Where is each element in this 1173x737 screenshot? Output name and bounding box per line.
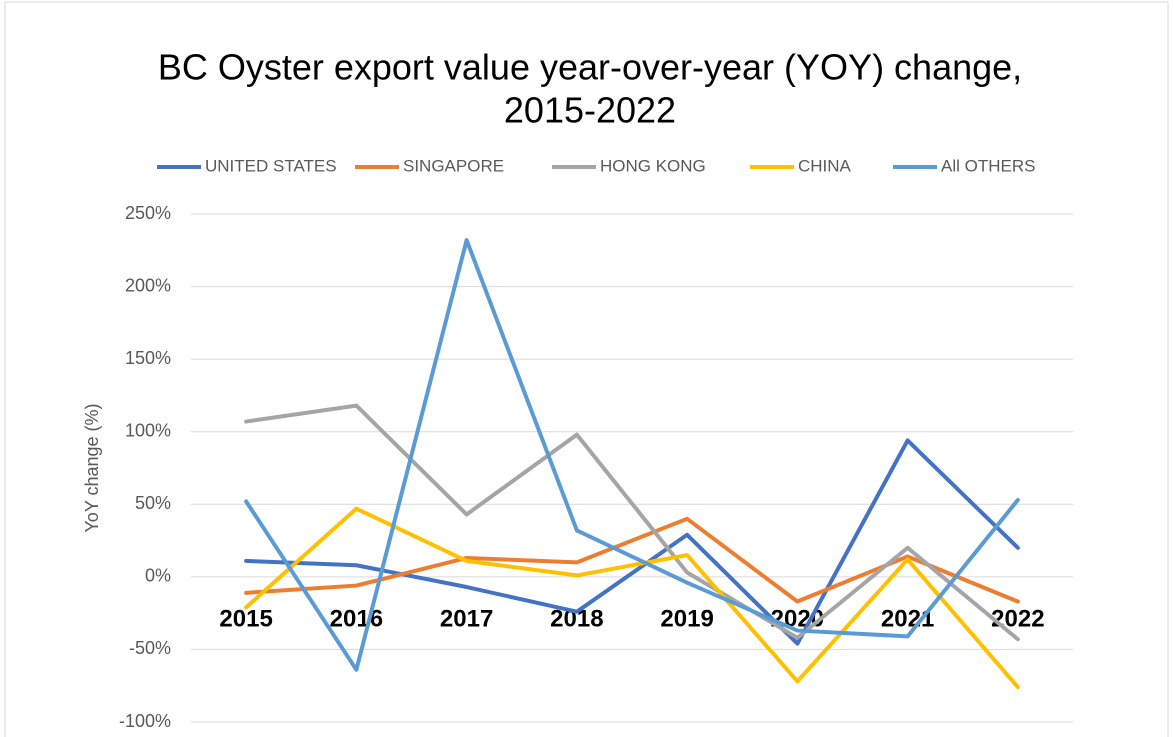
x-tick-label: 2021 <box>881 605 934 632</box>
legend-label: CHINA <box>798 156 852 175</box>
legend-label: HONG KONG <box>600 156 706 175</box>
y-tick-label: 0% <box>145 566 171 586</box>
legend-label: All OTHERS <box>941 156 1035 175</box>
series-line <box>244 506 1020 690</box>
y-axis-label: YoY change (%) <box>82 403 102 532</box>
y-tick-label: -50% <box>129 638 171 658</box>
legend-label: SINGAPORE <box>403 156 504 175</box>
chart-frame <box>4 1 1169 737</box>
series-line <box>244 438 1020 646</box>
y-tick-label: 100% <box>125 420 171 440</box>
x-tick-label: 2017 <box>440 605 493 632</box>
y-tick-label: 150% <box>125 348 171 368</box>
series-line <box>244 403 1020 642</box>
chart-title: BC Oyster export value year-over-year (Y… <box>158 47 1022 88</box>
chart-subtitle: 2015-2022 <box>504 90 676 131</box>
series-line <box>244 238 1020 672</box>
y-tick-label: 200% <box>125 275 171 295</box>
x-tick-label: 2022 <box>991 605 1044 632</box>
x-tick-label: 2015 <box>219 605 272 632</box>
legend-label: UNITED STATES <box>205 156 337 175</box>
y-tick-label: -100% <box>119 711 171 731</box>
x-tick-label: 2016 <box>330 605 383 632</box>
x-tick-label: 2019 <box>660 605 713 632</box>
y-tick-label: 250% <box>125 203 171 223</box>
y-tick-label: 50% <box>135 493 171 513</box>
series-line <box>244 516 1020 604</box>
